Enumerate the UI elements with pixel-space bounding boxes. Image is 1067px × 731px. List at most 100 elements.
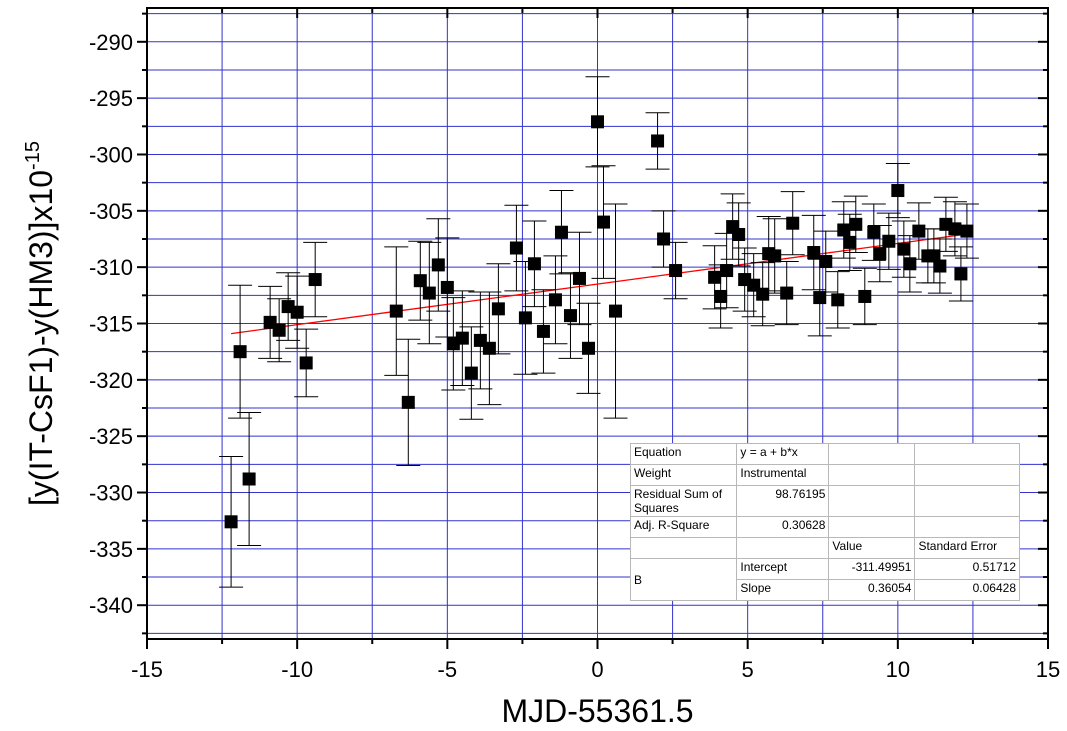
x-tick-label: 5 bbox=[742, 657, 754, 682]
data-point bbox=[786, 216, 800, 230]
value-column-header: Value bbox=[828, 537, 916, 559]
data-point bbox=[882, 234, 896, 248]
x-tick-label: 0 bbox=[591, 657, 603, 682]
data-point bbox=[290, 305, 304, 319]
data-point bbox=[903, 257, 917, 271]
data-point bbox=[422, 286, 436, 300]
table-row: Slope 0.36054 0.06428 bbox=[631, 579, 1020, 601]
data-point bbox=[948, 222, 962, 236]
y-tick-label: -325 bbox=[89, 424, 133, 449]
x-tick-label: 15 bbox=[1036, 657, 1060, 682]
data-point bbox=[308, 273, 322, 287]
y-tick-label: -290 bbox=[89, 30, 133, 55]
y-tick-label: -300 bbox=[89, 142, 133, 167]
data-point bbox=[299, 356, 313, 370]
data-points bbox=[224, 115, 974, 529]
fit-line bbox=[231, 233, 967, 335]
weight-value: Instrumental bbox=[736, 464, 830, 486]
y-tick-label: -320 bbox=[89, 368, 133, 393]
data-point bbox=[581, 341, 595, 355]
data-point bbox=[527, 257, 541, 271]
data-point bbox=[831, 293, 845, 307]
x-axis-title: MJD-55361.5 bbox=[501, 693, 693, 729]
table-row: Value Standard Error bbox=[629, 537, 1020, 559]
intercept-label: Intercept bbox=[736, 558, 830, 580]
y-tick-label: -310 bbox=[89, 255, 133, 280]
data-point bbox=[233, 345, 247, 359]
slope-value: 0.36054 bbox=[828, 579, 916, 601]
data-point bbox=[491, 302, 505, 316]
table-row: Weight Instrumental bbox=[629, 464, 1020, 486]
data-point bbox=[960, 224, 974, 238]
data-point bbox=[837, 223, 851, 237]
data-point bbox=[591, 115, 604, 129]
rss-value: 98.76195 bbox=[736, 485, 830, 517]
data-point bbox=[714, 289, 728, 303]
y-tick-label: -315 bbox=[89, 312, 133, 337]
data-point bbox=[482, 341, 496, 355]
adj-r-square-value: 0.30628 bbox=[736, 516, 830, 538]
axis-ticks: -15 -10 -5 0 5 10 15 -340 -335 -330 -325 -320 -315 -3… bbox=[89, 8, 1060, 682]
slope-label: Slope bbox=[736, 579, 830, 601]
x-tick-label: 10 bbox=[886, 657, 910, 682]
data-point bbox=[732, 227, 746, 241]
equation-value: y = a + b*x bbox=[736, 443, 830, 465]
data-point bbox=[242, 472, 256, 486]
data-point bbox=[669, 264, 683, 278]
rss-label: Residual Sum of Squares bbox=[629, 485, 738, 517]
data-point bbox=[657, 232, 671, 246]
data-point bbox=[440, 280, 454, 294]
data-point bbox=[720, 264, 734, 278]
data-point bbox=[927, 249, 941, 263]
y-tick-label: -330 bbox=[89, 481, 133, 506]
data-point bbox=[389, 304, 403, 318]
data-point bbox=[563, 309, 577, 323]
data-point bbox=[518, 311, 532, 325]
data-point bbox=[912, 224, 926, 238]
equation-label: Equation bbox=[629, 443, 738, 465]
y-axis-title-exponent: -15 bbox=[22, 141, 44, 170]
table-row: B Intercept -311.49951 0.51712 bbox=[629, 558, 1020, 601]
y-tick-label: -335 bbox=[89, 537, 133, 562]
data-point bbox=[548, 293, 562, 307]
x-tick-label: -5 bbox=[438, 657, 458, 682]
data-point bbox=[272, 323, 286, 337]
data-point bbox=[536, 324, 550, 338]
data-point bbox=[756, 287, 770, 301]
x-tick-label: -10 bbox=[281, 657, 313, 682]
data-point bbox=[651, 134, 665, 148]
data-point bbox=[609, 304, 623, 318]
data-point bbox=[708, 270, 722, 284]
data-point bbox=[858, 289, 872, 303]
data-point bbox=[431, 258, 445, 272]
data-point bbox=[954, 267, 968, 281]
table-row: Adj. R-Square 0.30628 bbox=[629, 516, 1020, 538]
data-point bbox=[807, 246, 821, 260]
data-point bbox=[891, 184, 905, 198]
table-row: Residual Sum of Squares 98.76195 bbox=[629, 485, 1020, 517]
y-axis-title: [y(IT-CsF1)-y(HM3)]x10-15 bbox=[22, 141, 59, 506]
data-point bbox=[455, 331, 469, 345]
data-point bbox=[897, 242, 911, 256]
parameter-group-label: B bbox=[629, 558, 738, 601]
data-point bbox=[819, 255, 833, 269]
y-axis-title-main: [y(IT-CsF1)-y(HM3)]x10 bbox=[23, 170, 59, 506]
slope-stderr: 0.06428 bbox=[914, 579, 1020, 601]
data-point bbox=[849, 217, 863, 231]
data-point bbox=[554, 225, 568, 239]
data-point bbox=[813, 291, 827, 305]
y-tick-label: -295 bbox=[89, 86, 133, 111]
weight-label: Weight bbox=[629, 464, 738, 486]
fit-statistics-table: Equation y = a + b*x Weight Instrumental… bbox=[629, 443, 1020, 601]
data-point bbox=[401, 395, 415, 409]
data-point bbox=[867, 225, 881, 239]
fit-line-group bbox=[231, 233, 967, 335]
y-tick-label: -305 bbox=[89, 199, 133, 224]
data-point bbox=[933, 259, 947, 273]
data-point bbox=[224, 515, 238, 529]
y-tick-label: -340 bbox=[89, 593, 133, 618]
data-point bbox=[768, 249, 782, 263]
data-point bbox=[413, 274, 427, 288]
adj-r-square-label: Adj. R-Square bbox=[629, 516, 738, 538]
